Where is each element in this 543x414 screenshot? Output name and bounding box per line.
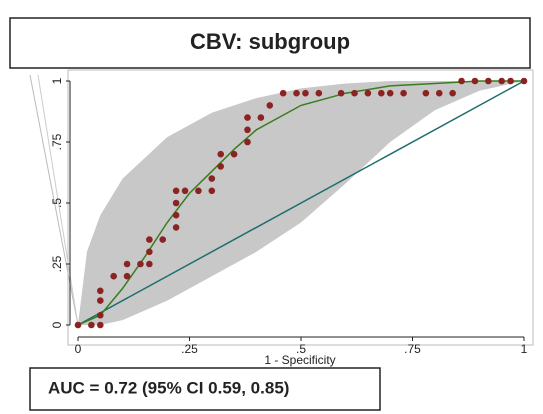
data-point <box>123 272 131 280</box>
data-point <box>386 89 394 97</box>
data-point <box>172 187 180 195</box>
data-point <box>172 211 180 219</box>
data-point <box>208 187 216 195</box>
data-point <box>146 248 153 256</box>
data-point <box>172 199 180 207</box>
y-tick-label: .75 <box>50 133 64 150</box>
data-point <box>88 321 95 329</box>
data-point <box>364 89 372 97</box>
y-tick-label: .25 <box>50 255 64 272</box>
reference-line <box>77 80 525 326</box>
y-tick-label: .5 <box>50 198 64 208</box>
data-point <box>244 126 251 134</box>
data-point <box>471 77 479 85</box>
data-point <box>507 77 514 85</box>
data-point <box>217 163 225 170</box>
data-point <box>266 102 274 109</box>
data-point <box>279 89 287 97</box>
data-point <box>244 138 251 146</box>
title-box <box>9 17 531 69</box>
data-point <box>97 287 104 295</box>
annotation-box <box>29 367 381 411</box>
data-point <box>377 89 385 97</box>
artifact-line <box>37 74 79 326</box>
fit-line <box>77 80 524 326</box>
plot-area: 0 .25 .5 .75 1 0 .25 .5 .75 1 <box>50 77 527 356</box>
data-point <box>97 321 104 329</box>
data-point <box>302 89 309 97</box>
data-point <box>435 89 443 97</box>
data-point <box>123 260 131 268</box>
data-point <box>159 236 167 243</box>
data-point <box>97 297 104 304</box>
data-point <box>244 114 251 121</box>
data-point <box>351 89 358 97</box>
data-point <box>97 311 104 319</box>
y-tick-label: 0 <box>50 321 64 328</box>
data-point <box>485 77 492 85</box>
data-point <box>458 77 465 85</box>
data-point <box>449 89 456 97</box>
y-tick-label: 1 <box>50 77 64 84</box>
x-axis-label: 1 - Specificity <box>264 353 335 367</box>
x-tick-label: 0 <box>75 342 82 356</box>
data-point <box>172 224 180 231</box>
data-point <box>74 321 82 329</box>
data-point <box>195 187 202 195</box>
x-tick-label: .25 <box>181 342 198 356</box>
data-point <box>181 187 189 195</box>
data-point <box>146 260 153 268</box>
data-point <box>217 150 225 158</box>
data-point <box>337 89 345 97</box>
data-point <box>422 89 430 97</box>
x-tick-label: 1 <box>521 342 528 356</box>
x-tick-label: .75 <box>404 342 421 356</box>
chart-title: CBV: subgroup <box>190 29 350 54</box>
data-point <box>137 260 144 268</box>
data-point <box>230 150 238 158</box>
data-point <box>498 77 506 85</box>
data-point <box>520 77 528 85</box>
x-tick-label: .5 <box>296 342 306 356</box>
data-point <box>208 175 216 182</box>
data-point <box>293 89 300 97</box>
data-point <box>146 236 153 243</box>
data-point <box>315 89 323 97</box>
data-point <box>110 272 117 280</box>
data-point <box>257 114 265 121</box>
annotation: AUC = 0.72 (95% CI 0.59, 0.85) <box>48 378 289 397</box>
data-point <box>400 89 407 97</box>
